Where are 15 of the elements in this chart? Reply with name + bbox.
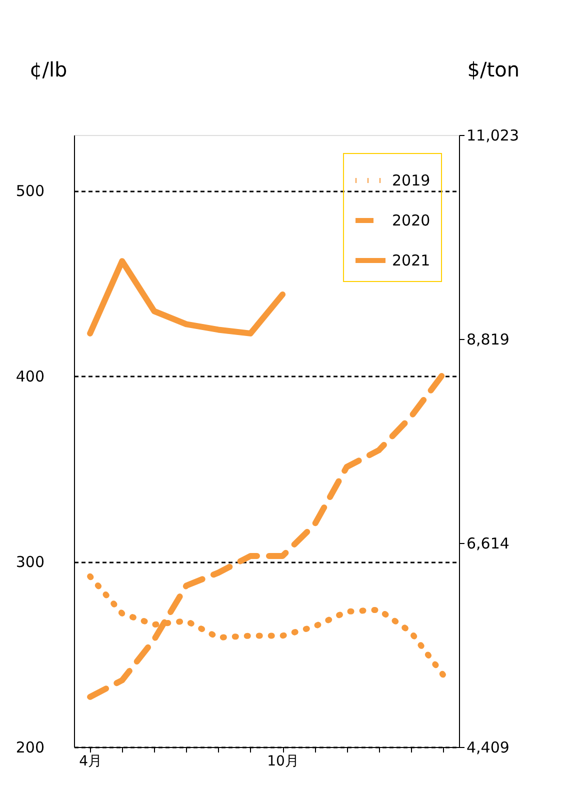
y-tick-label: 200 <box>16 738 44 756</box>
legend-label: 2019 <box>392 172 430 190</box>
legend-label: 2021 <box>392 252 430 270</box>
y2-tick-label: 6,614 <box>466 534 510 552</box>
y-tick-label: 500 <box>16 182 44 200</box>
y2-tick-label: 8,819 <box>466 330 510 348</box>
y2-tick-label: 4,409 <box>466 738 510 756</box>
x-tick-label: 4月 <box>79 754 102 770</box>
y2-tick-label: 11,023 <box>466 126 519 144</box>
legend-label: 2020 <box>392 212 430 230</box>
y-tick-label: 400 <box>16 368 44 386</box>
y-axis-title: ¢/lb <box>30 58 68 82</box>
x-tick-label: 10月 <box>267 754 299 770</box>
y-tick-label: 300 <box>16 553 44 572</box>
y2-axis-title: $/ton <box>467 58 520 82</box>
